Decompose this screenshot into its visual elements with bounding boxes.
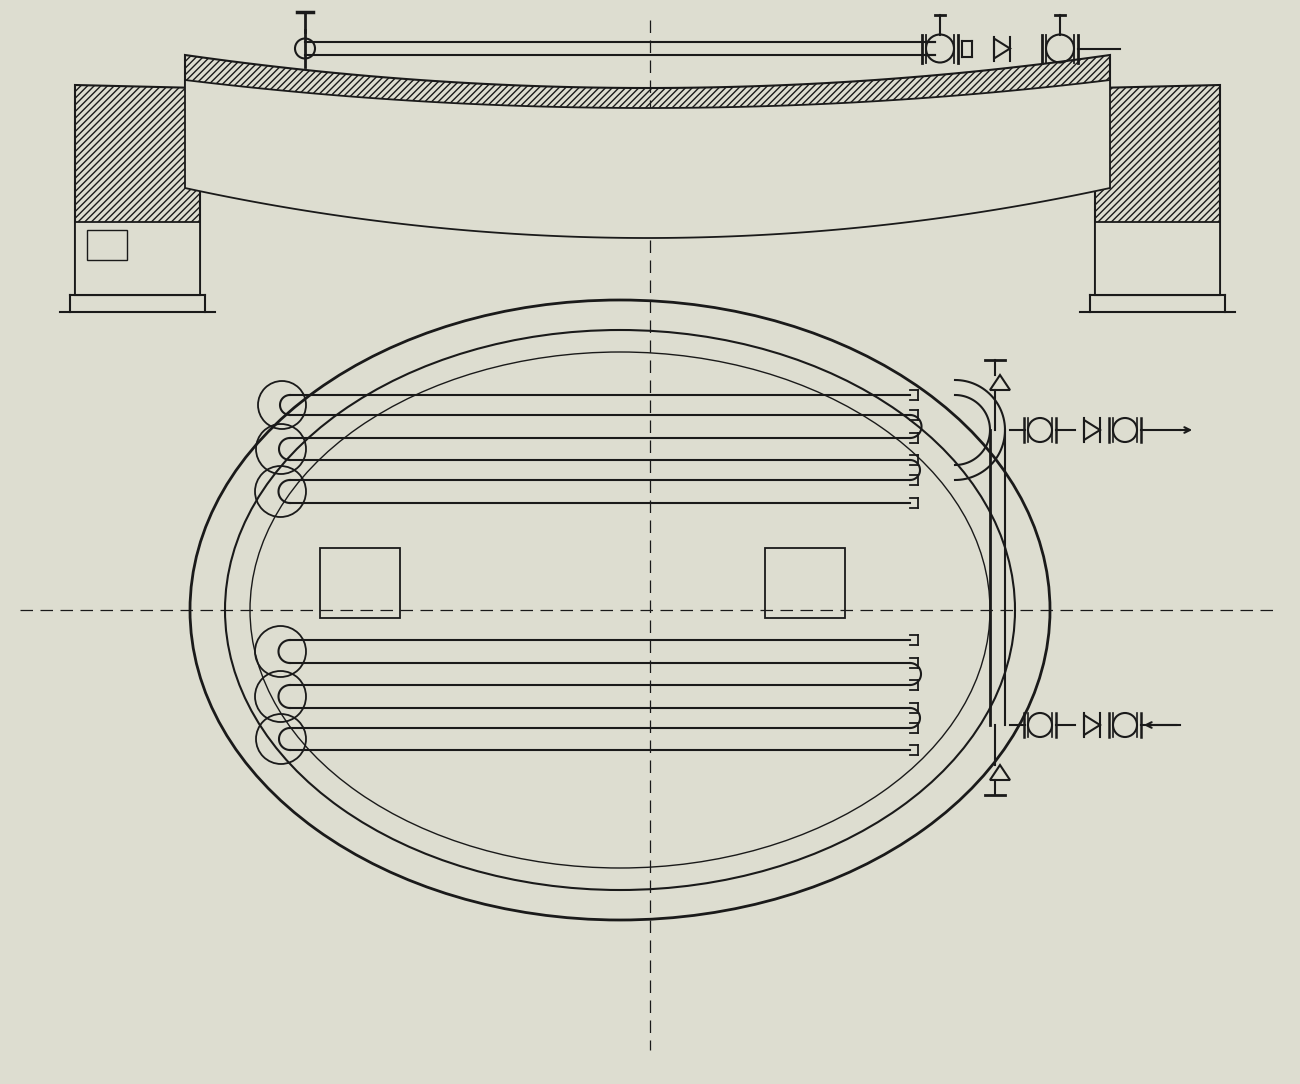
Polygon shape [75,222,200,295]
Bar [320,549,400,618]
Polygon shape [185,55,1110,222]
Polygon shape [1095,222,1219,295]
Polygon shape [75,85,200,295]
Polygon shape [185,80,1110,238]
Polygon shape [1095,85,1219,295]
Bar [87,230,127,260]
Bar [764,549,845,618]
